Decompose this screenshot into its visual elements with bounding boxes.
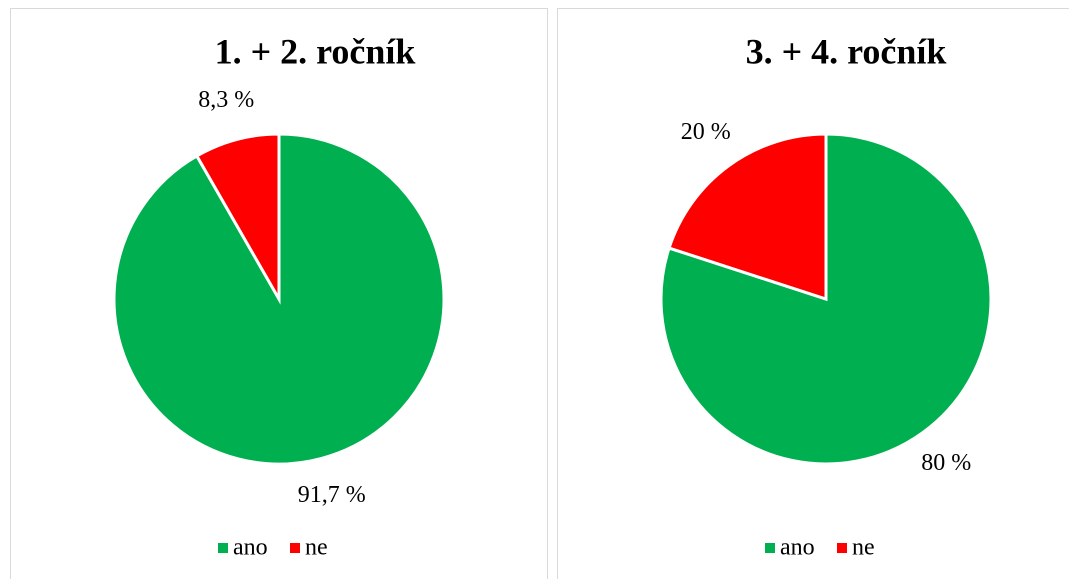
legend-label: ne (305, 535, 328, 561)
legend-label: ano (233, 535, 268, 561)
data-label: 8,3 % (198, 87, 254, 113)
legend-swatch (218, 543, 228, 553)
pie-slice (667, 132, 828, 302)
chart-title: 3. + 4. ročník (746, 31, 947, 71)
pie-slice (659, 132, 993, 466)
data-label: 91,7 % (298, 482, 366, 508)
legend-label: ne (852, 535, 875, 561)
data-label: 20 % (681, 119, 731, 145)
legend-swatch (837, 543, 847, 553)
pie-slice (112, 132, 446, 466)
pie-slice (194, 132, 281, 305)
legend-swatch (290, 543, 300, 553)
legend-swatch (765, 543, 775, 553)
legend-label: ano (780, 535, 815, 561)
chart-title: 1. + 2. ročník (215, 31, 416, 71)
data-label: 80 % (921, 450, 971, 476)
